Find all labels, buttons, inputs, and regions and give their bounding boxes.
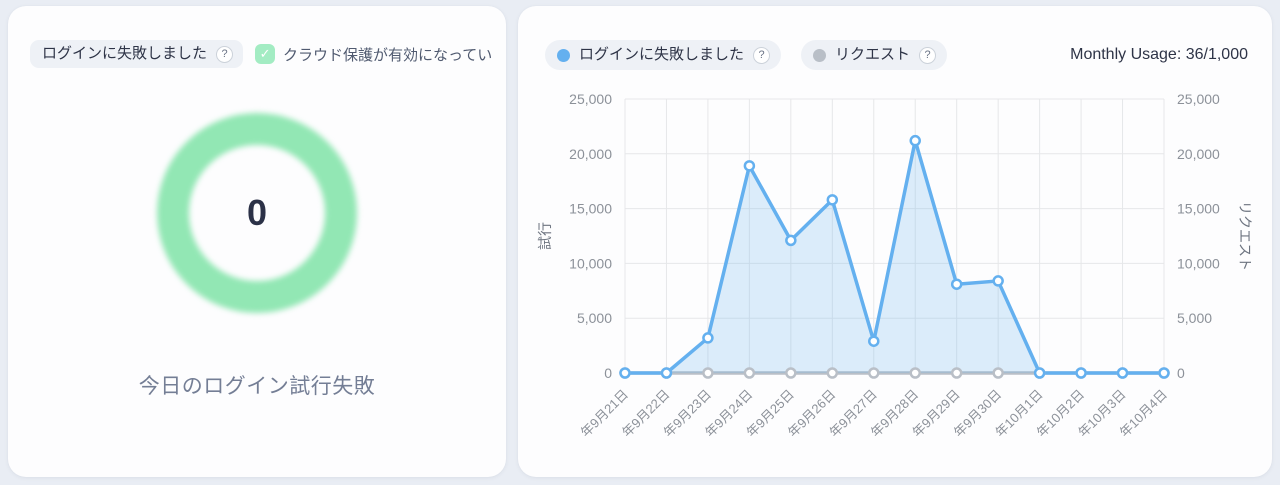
- failed-login-badge: ログインに失敗しました ?: [30, 40, 244, 68]
- svg-text:5,000: 5,000: [577, 310, 612, 326]
- svg-text:リクエスト: リクエスト: [1237, 201, 1253, 271]
- legend-failed-logins[interactable]: ログインに失敗しました ?: [545, 40, 782, 70]
- checkbox-checked-icon[interactable]: ✓: [255, 44, 276, 64]
- svg-text:25,000: 25,000: [1177, 91, 1220, 107]
- donut-caption: 今日のログイン試行失敗: [138, 375, 376, 398]
- svg-text:10,000: 10,000: [569, 255, 612, 271]
- legend-dot-gray-icon: [813, 48, 827, 62]
- svg-text:5,000: 5,000: [1177, 310, 1212, 326]
- svg-text:試行: 試行: [537, 222, 553, 250]
- login-attempts-chart-card: 0 0 5,000 5,000 10,000 10,000 15,000 15,000 20,0…: [518, 6, 1272, 477]
- monthly-usage-text: Monthly Usage: 36/1,000: [1070, 46, 1248, 63]
- svg-text:20,000: 20,000: [569, 146, 612, 162]
- svg-text:0: 0: [1177, 365, 1185, 381]
- svg-text:10,000: 10,000: [1177, 255, 1220, 271]
- donut-value: 0: [246, 192, 268, 233]
- cloud-protection-label: クラウド保護が有効になってい: [283, 46, 493, 64]
- help-icon[interactable]: ?: [753, 46, 771, 64]
- area-chart: 0 0 5,000 5,000 10,000 10,000 15,000 15,000 20,0…: [537, 91, 1253, 440]
- svg-text:0: 0: [604, 365, 612, 381]
- help-icon[interactable]: ?: [216, 45, 234, 63]
- svg-text:15,000: 15,000: [569, 201, 612, 217]
- legend-dot-blue-icon: [557, 48, 570, 62]
- chart-header: ログインに失敗しました ? リクエスト ? Monthly Usage: 36/…: [545, 40, 1248, 70]
- donut-chart: 0: [157, 113, 357, 313]
- svg-text:25,000: 25,000: [569, 91, 612, 107]
- legend-requests[interactable]: リクエスト ?: [801, 40, 948, 70]
- legend-requests-label: リクエスト: [835, 46, 911, 63]
- left-card-header: ログインに失敗しました ? ✓ クラウド保護が有効になってい: [30, 40, 506, 68]
- svg-text:20,000: 20,000: [1177, 146, 1220, 162]
- failed-login-badge-label: ログインに失敗しました: [42, 45, 208, 62]
- help-icon[interactable]: ?: [919, 46, 937, 64]
- svg-text:15,000: 15,000: [1177, 201, 1220, 217]
- failed-login-card: ログインに失敗しました ? ✓ クラウド保護が有効になってい 0 今日のログイン…: [8, 6, 506, 477]
- legend-failed-logins-label: ログインに失敗しました: [579, 46, 745, 63]
- cloud-protection-status: ✓ クラウド保護が有効になってい: [255, 44, 492, 65]
